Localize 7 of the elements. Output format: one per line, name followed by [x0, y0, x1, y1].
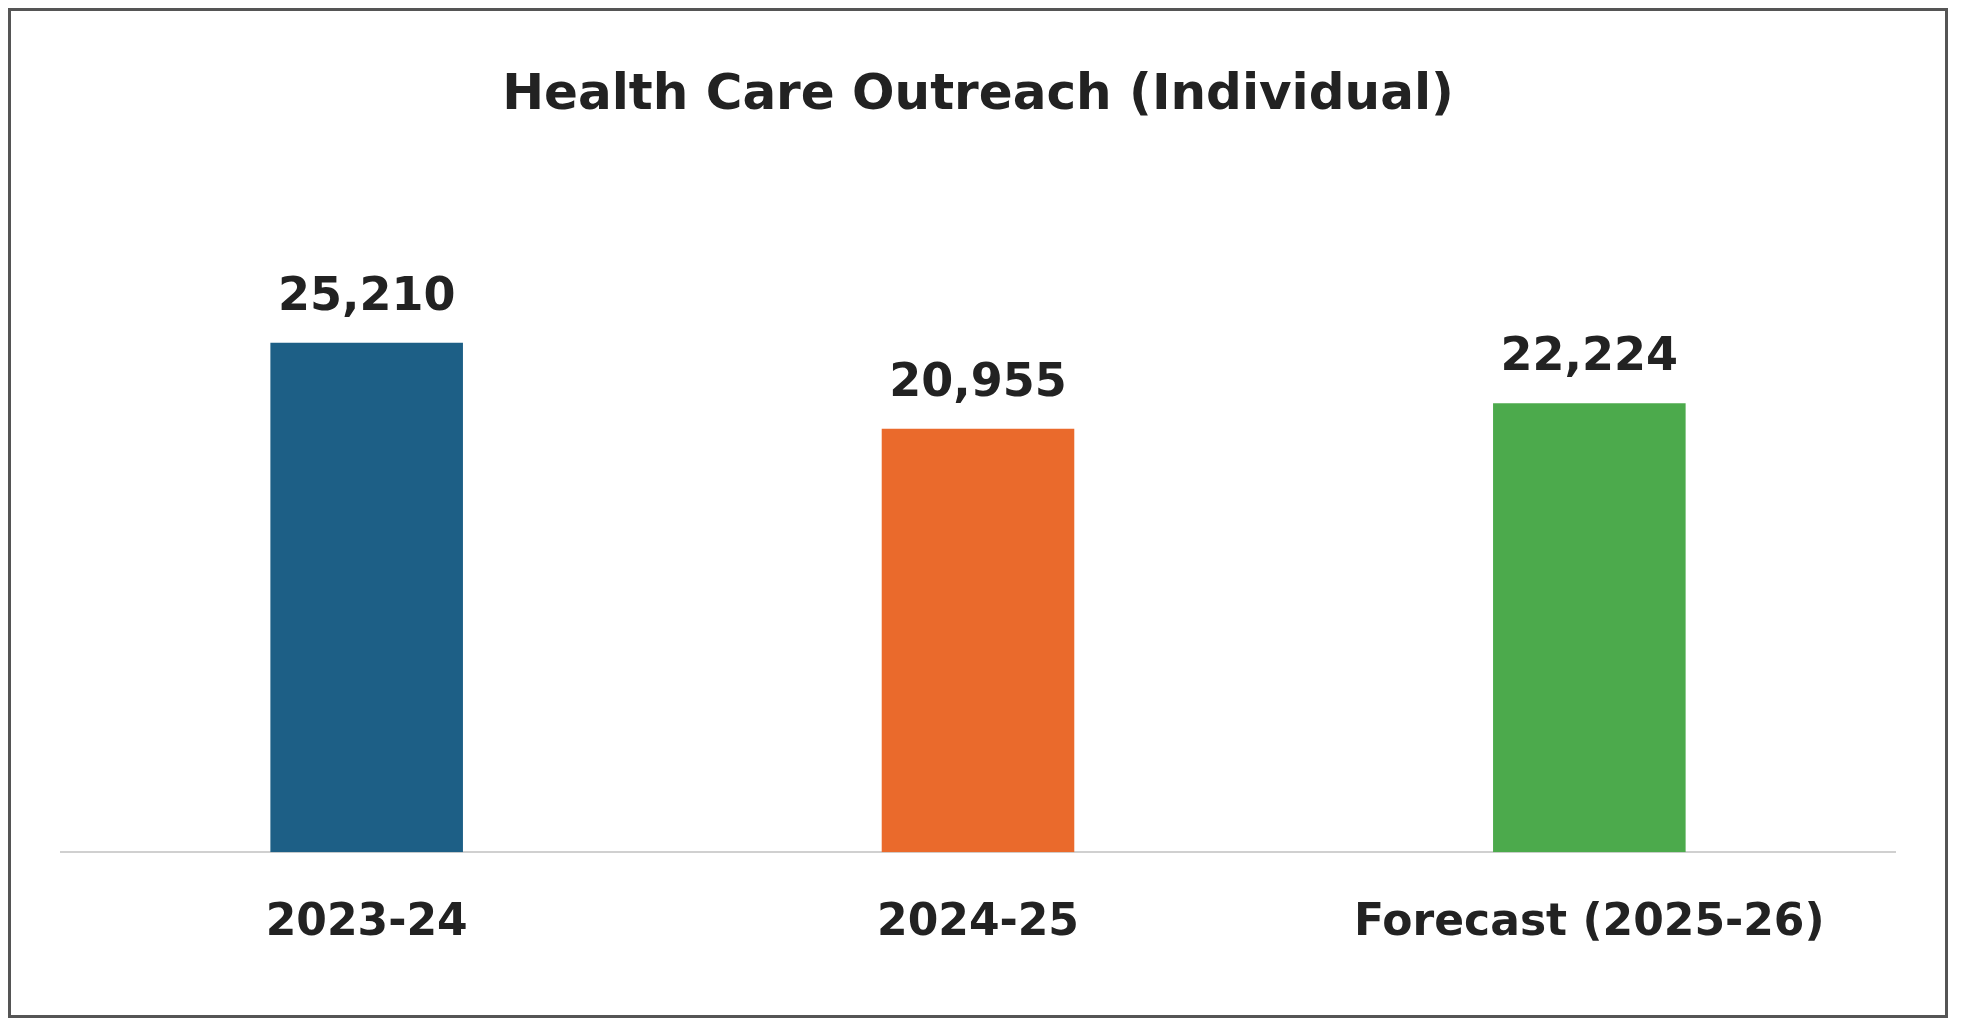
x-tick-label: 2023-24: [265, 894, 468, 946]
data-label: 25,210: [277, 266, 456, 321]
x-tick-label: Forecast (2025-26): [1354, 894, 1825, 946]
data-label: 20,955: [889, 352, 1067, 407]
x-tick-label: 2024-25: [877, 894, 1079, 946]
data-label: 22,224: [1500, 327, 1679, 382]
chart-title: Health Care Outreach (Individual): [502, 62, 1454, 121]
